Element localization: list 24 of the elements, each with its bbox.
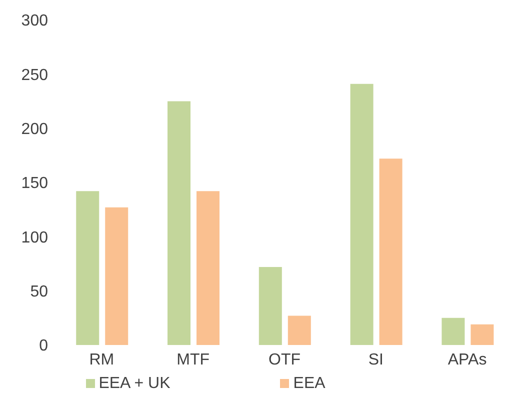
bar [196, 191, 220, 345]
bar [258, 267, 282, 345]
bar [442, 318, 465, 345]
y-tick-label: 50 [30, 284, 48, 301]
bar [350, 84, 374, 345]
bar [76, 191, 100, 345]
bar [168, 101, 191, 345]
x-tick-label: RM [89, 351, 114, 368]
y-tick-label: 200 [21, 121, 48, 138]
bar [288, 316, 311, 345]
x-tick-label: MTF [176, 351, 210, 368]
bar [470, 324, 494, 345]
x-tick-label: SI [368, 351, 384, 368]
y-tick-label: 250 [21, 66, 48, 84]
legend-label: EEA + UK [98, 375, 170, 392]
legend-label: EEA [293, 375, 326, 392]
y-tick-label: 100 [21, 229, 48, 246]
bar [379, 158, 402, 345]
bar [105, 207, 128, 345]
y-tick-label: 0 [39, 338, 48, 355]
x-tick-label: OTF [268, 351, 301, 368]
x-tick-label: APAs [448, 351, 487, 368]
y-tick-label: 300 [21, 12, 48, 30]
y-tick-label: 150 [21, 175, 48, 192]
